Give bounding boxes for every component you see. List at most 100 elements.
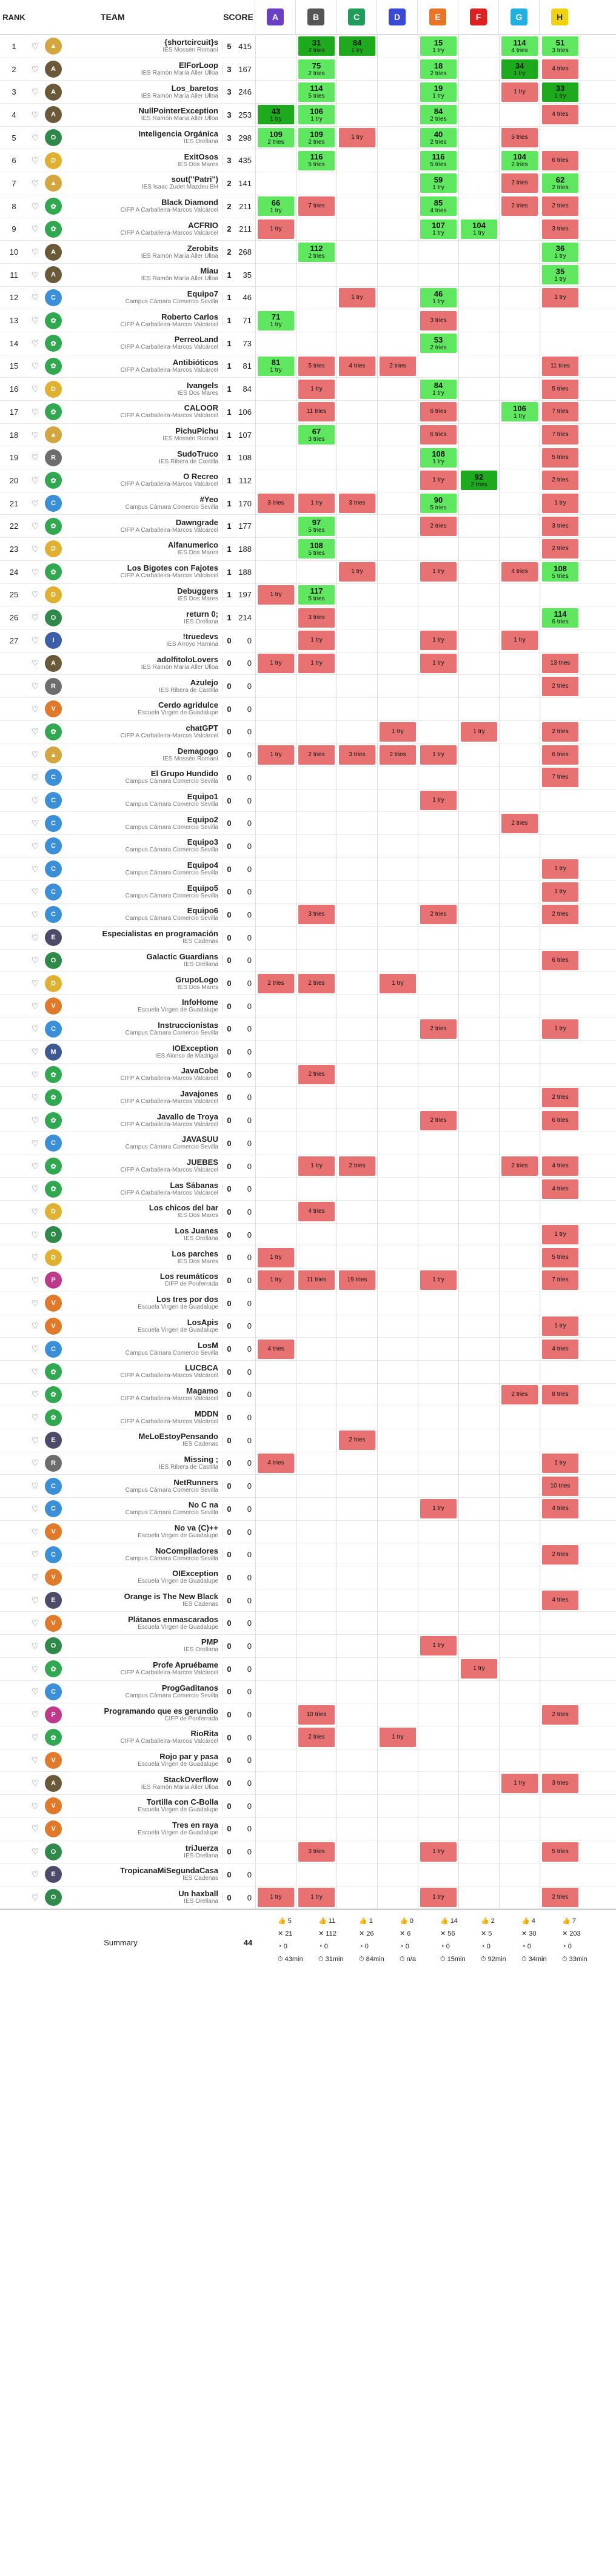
problem-cell-c[interactable]: 19 tries <box>336 1269 377 1292</box>
team-name[interactable]: Zerobits <box>187 243 218 253</box>
team-name[interactable]: Alfanumerico <box>167 540 218 550</box>
team-row[interactable]: ♡ E Especialistas en programación IES Caden… <box>0 926 616 950</box>
team-name[interactable]: CALOOR <box>184 403 218 413</box>
problem-cell-a[interactable]: 4 tries <box>255 1338 296 1360</box>
favorite-heart-icon[interactable]: ♡ <box>31 247 39 257</box>
team-info[interactable]: Ivangels IES Dos Mares <box>64 381 222 397</box>
problem-result[interactable]: 1 try <box>420 653 457 673</box>
problem-result[interactable]: 2 tries <box>339 1156 375 1176</box>
team-name[interactable]: ACFRIO <box>188 220 218 230</box>
team-row[interactable]: ♡ C Equipo6 Campus Cámara Comercio Sevilla 0… <box>0 904 616 927</box>
problem-result[interactable]: 4 tries <box>258 1339 294 1359</box>
team-info[interactable]: Demagogo IES Mossèn Romaní <box>64 746 222 763</box>
team-name[interactable]: Las Sábanas <box>170 1180 219 1190</box>
problem-result[interactable]: 2 tries <box>298 973 335 993</box>
problem-cell-g[interactable]: 1 try <box>499 1772 540 1794</box>
problem-badge-f[interactable]: F <box>470 8 487 25</box>
team-name[interactable]: StackOverflow <box>163 1774 218 1784</box>
problem-result[interactable]: 1 try <box>420 1270 457 1290</box>
favorite-heart-icon[interactable]: ♡ <box>31 1001 39 1011</box>
problem-cell-a[interactable]: 71 1 try <box>255 309 296 332</box>
team-row[interactable]: ♡ ✿ Javallo de Troya CIFP A Carballeira-Mar… <box>0 1109 616 1132</box>
team-name[interactable]: !truedevs <box>182 632 218 642</box>
team-row[interactable]: ♡ M IOException IES Alonso de Madrigal 0 0 <box>0 1041 616 1064</box>
favorite-heart-icon[interactable]: ♡ <box>31 589 39 600</box>
problem-cell-b[interactable]: 2 tries <box>296 972 336 995</box>
problem-cell-b[interactable]: 10 tries <box>296 1703 336 1726</box>
problem-result[interactable]: 2 tries <box>542 676 578 696</box>
problem-result[interactable]: 6 tries <box>420 402 457 422</box>
problem-result[interactable]: 7 tries <box>542 402 578 422</box>
problem-result[interactable]: 1 try <box>501 82 538 102</box>
problem-cell-b[interactable]: 4 tries <box>296 1201 336 1223</box>
team-name[interactable]: Tres en raya <box>172 1820 218 1830</box>
problem-result[interactable]: 53 2 tries <box>420 334 457 354</box>
team-name[interactable]: Un haxball <box>178 1889 218 1899</box>
team-name[interactable]: Roberto Carlos <box>161 312 218 321</box>
problem-cell-e[interactable]: 1 try <box>418 1635 458 1657</box>
problem-cell-h[interactable]: 1 try <box>540 1018 580 1041</box>
team-info[interactable]: Debuggers IES Dos Mares <box>64 586 222 603</box>
favorite-heart-icon[interactable]: ♡ <box>31 1618 39 1628</box>
problem-cell-e[interactable]: 19 1 try <box>418 81 458 104</box>
problem-header-e[interactable]: E <box>417 0 458 34</box>
team-name[interactable]: Javallo de Troya <box>156 1112 218 1121</box>
favorite-heart-icon[interactable]: ♡ <box>31 1435 39 1445</box>
problem-result[interactable]: 33 1 try <box>542 82 578 102</box>
team-row[interactable]: 1 ♡ ▲ {shortcircuit}s IES Mossèn Romaní 5 415 3… <box>0 35 616 58</box>
problem-result[interactable]: 5 tries <box>542 1842 578 1862</box>
problem-cell-b[interactable]: 5 tries <box>296 355 336 378</box>
team-name[interactable]: return 0; <box>186 609 218 619</box>
problem-cell-b[interactable]: 3 tries <box>296 1840 336 1863</box>
problem-result[interactable]: 2 tries <box>420 905 457 925</box>
problem-result[interactable]: 116 5 tries <box>420 150 457 170</box>
problem-result[interactable]: 1 try <box>298 1888 335 1908</box>
team-name[interactable]: Los_baretos <box>171 83 218 93</box>
problem-result[interactable]: 7 tries <box>298 196 335 216</box>
favorite-heart-icon[interactable]: ♡ <box>31 703 39 714</box>
problem-cell-a[interactable]: 4 tries <box>255 1452 296 1475</box>
problem-cell-e[interactable]: 1 try <box>418 652 458 675</box>
team-name[interactable]: Especialistas en programación <box>102 929 218 939</box>
team-name[interactable]: PerreoLand <box>174 335 218 344</box>
problem-result[interactable]: 1 try <box>380 1728 416 1748</box>
problem-result[interactable]: 1 try <box>542 1316 578 1336</box>
problem-result[interactable]: 13 tries <box>542 653 578 673</box>
problem-cell-h[interactable]: 33 1 try <box>540 81 580 104</box>
problem-result[interactable]: 1 try <box>339 562 375 582</box>
team-name[interactable]: IOException <box>172 1043 218 1053</box>
favorite-heart-icon[interactable]: ♡ <box>31 1709 39 1720</box>
problem-result[interactable]: 5 tries <box>542 448 578 468</box>
problem-cell-h[interactable]: 1 try <box>540 1223 580 1246</box>
team-name[interactable]: Tortilla con C-Bolla <box>146 1797 218 1807</box>
problem-cell-b[interactable]: 109 2 tries <box>296 126 336 149</box>
problem-cell-e[interactable]: 1 try <box>418 1886 458 1909</box>
favorite-heart-icon[interactable]: ♡ <box>31 1389 39 1400</box>
problem-badge-e[interactable]: E <box>429 8 446 25</box>
team-info[interactable]: JAVASUU Campus Cámara Comercio Sevilla <box>64 1135 222 1151</box>
favorite-heart-icon[interactable]: ♡ <box>31 1161 39 1171</box>
team-name[interactable]: Miau <box>200 266 218 276</box>
problem-result[interactable]: 10 tries <box>542 1476 578 1496</box>
team-name[interactable]: PMP <box>201 1637 218 1647</box>
problem-result[interactable]: 2 tries <box>298 745 335 765</box>
team-row[interactable]: ♡ E MeLoEstoyPensando IES Cadenas 0 0 2 tries <box>0 1429 616 1452</box>
problem-result[interactable]: 6 tries <box>542 745 578 765</box>
team-name[interactable]: Programando que es gerundio <box>104 1706 218 1716</box>
team-name[interactable]: Equipo1 <box>187 792 218 802</box>
team-name[interactable]: ProgGaditanos <box>161 1683 218 1692</box>
team-row[interactable]: ♡ C NoCompiladores Campus Cámara Comercio S… <box>0 1543 616 1567</box>
favorite-heart-icon[interactable]: ♡ <box>31 1344 39 1354</box>
team-info[interactable]: Los Bigotes con Fajotes CIFP A Carballeir… <box>64 564 222 580</box>
problem-result[interactable]: 1 try <box>339 287 375 307</box>
favorite-heart-icon[interactable]: ♡ <box>31 1663 39 1674</box>
team-row[interactable]: ♡ R Missing ; IES Ribera de Castilla 0 0 4 tri… <box>0 1452 616 1475</box>
problem-result[interactable]: 92 2 tries <box>461 471 497 491</box>
problem-cell-b[interactable]: 11 tries <box>296 401 336 423</box>
team-name[interactable]: Los parches <box>172 1249 218 1258</box>
team-row[interactable]: ♡ V LosApis Escuela Virgen de Guadalupe 0 0 1 … <box>0 1315 616 1338</box>
problem-cell-e[interactable]: 107 1 try <box>418 218 458 241</box>
team-name[interactable]: GrupoLogo <box>175 974 218 984</box>
team-info[interactable]: Profe Apruébame CIFP A Carballeira-Marcos… <box>64 1661 222 1677</box>
team-info[interactable]: Cerdo agridulce Escuela Virgen de Guadalu… <box>64 701 222 717</box>
